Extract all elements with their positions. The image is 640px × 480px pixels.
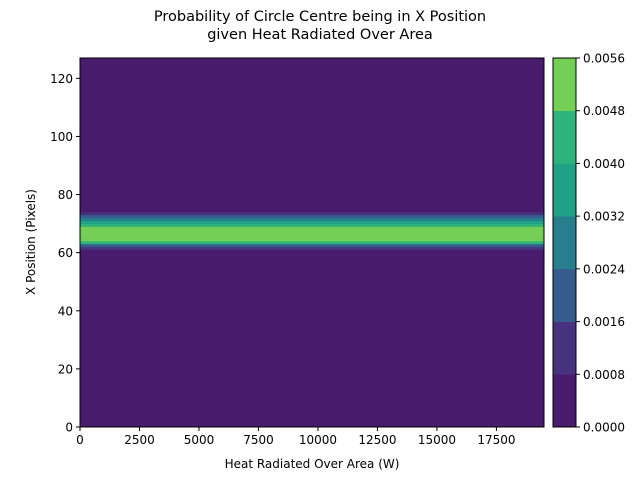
colorbar-frame — [552, 57, 577, 428]
heatmap-cell-row — [80, 241, 544, 245]
y-tick-label: 60 — [58, 246, 73, 260]
colorbar-segment — [553, 216, 576, 270]
colorbar-tick-label: 0.0008 — [583, 368, 625, 382]
colorbar-segment — [553, 163, 576, 217]
x-axis-ticks: 0 2500 5000 7500 10000 12500 15000 17500 — [76, 427, 516, 447]
x-axis-label: Heat Radiated Over Area (W) — [225, 457, 400, 471]
heatmap-cell-row — [80, 211, 544, 216]
heatmap-cell-row — [80, 214, 544, 219]
heatmap-cell-row — [80, 235, 544, 239]
heatmap-cell-row — [80, 238, 544, 242]
colorbar-segment — [553, 321, 576, 375]
x-tick-label: 17500 — [477, 433, 515, 447]
y-axis-ticks: 0 20 40 60 80 100 120 — [50, 72, 80, 435]
chart-title-line1: Probability of Circle Centre being in X … — [154, 9, 486, 25]
plot-frame — [79, 57, 545, 428]
x-tick-label: 7500 — [243, 433, 274, 447]
colorbar-tick-label: 0.0056 — [583, 52, 625, 66]
x-tick-label: 15000 — [418, 433, 456, 447]
heatmap-cell-row — [80, 232, 544, 236]
heatmap-cell-row — [80, 209, 544, 213]
heatmap-cell-row — [80, 220, 544, 224]
y-tick-label: 80 — [58, 188, 73, 202]
heatmap-cell-row — [80, 249, 544, 253]
x-tick-label: 12500 — [358, 433, 396, 447]
colorbar-tick-label: 0.0040 — [583, 157, 625, 171]
y-tick-label: 100 — [50, 130, 73, 144]
x-tick-label: 5000 — [184, 433, 215, 447]
heatmap-cell-row — [80, 246, 544, 251]
heatmap-cell-row — [80, 217, 544, 222]
x-tick-label: 0 — [76, 433, 84, 447]
heatmap-cell-row — [80, 223, 544, 227]
colorbar-segment — [553, 374, 576, 428]
colorbar-segment — [553, 268, 576, 322]
y-tick-label: 120 — [50, 72, 73, 86]
heatmap-cell-row — [80, 243, 544, 248]
colorbar-tick-label: 0.0000 — [583, 421, 625, 435]
plot-area — [79, 57, 545, 428]
heatmap-cell-row — [80, 229, 544, 233]
chart-title-line2: given Heat Radiated Over Area — [207, 27, 433, 43]
colorbar: 0.0000 0.0008 0.0016 0.0024 0.0032 0.0040 0.00… — [552, 52, 625, 435]
x-tick-label: 10000 — [299, 433, 337, 447]
colorbar-tick-label: 0.0016 — [583, 315, 625, 329]
y-tick-label: 0 — [65, 421, 73, 435]
y-axis-label: X Position (Pixels) — [24, 189, 38, 295]
x-tick-label: 2500 — [124, 433, 155, 447]
colorbar-segment — [553, 110, 576, 164]
y-tick-label: 20 — [58, 362, 73, 376]
colorbar-segment — [553, 58, 576, 112]
heatmap-band — [80, 209, 544, 253]
y-tick-label: 40 — [58, 304, 73, 318]
colorbar-tick-label: 0.0048 — [583, 104, 625, 118]
heatmap-cell-row — [80, 226, 544, 230]
colorbar-tick-label: 0.0024 — [583, 262, 625, 276]
colorbar-tick-label: 0.0032 — [583, 210, 625, 224]
